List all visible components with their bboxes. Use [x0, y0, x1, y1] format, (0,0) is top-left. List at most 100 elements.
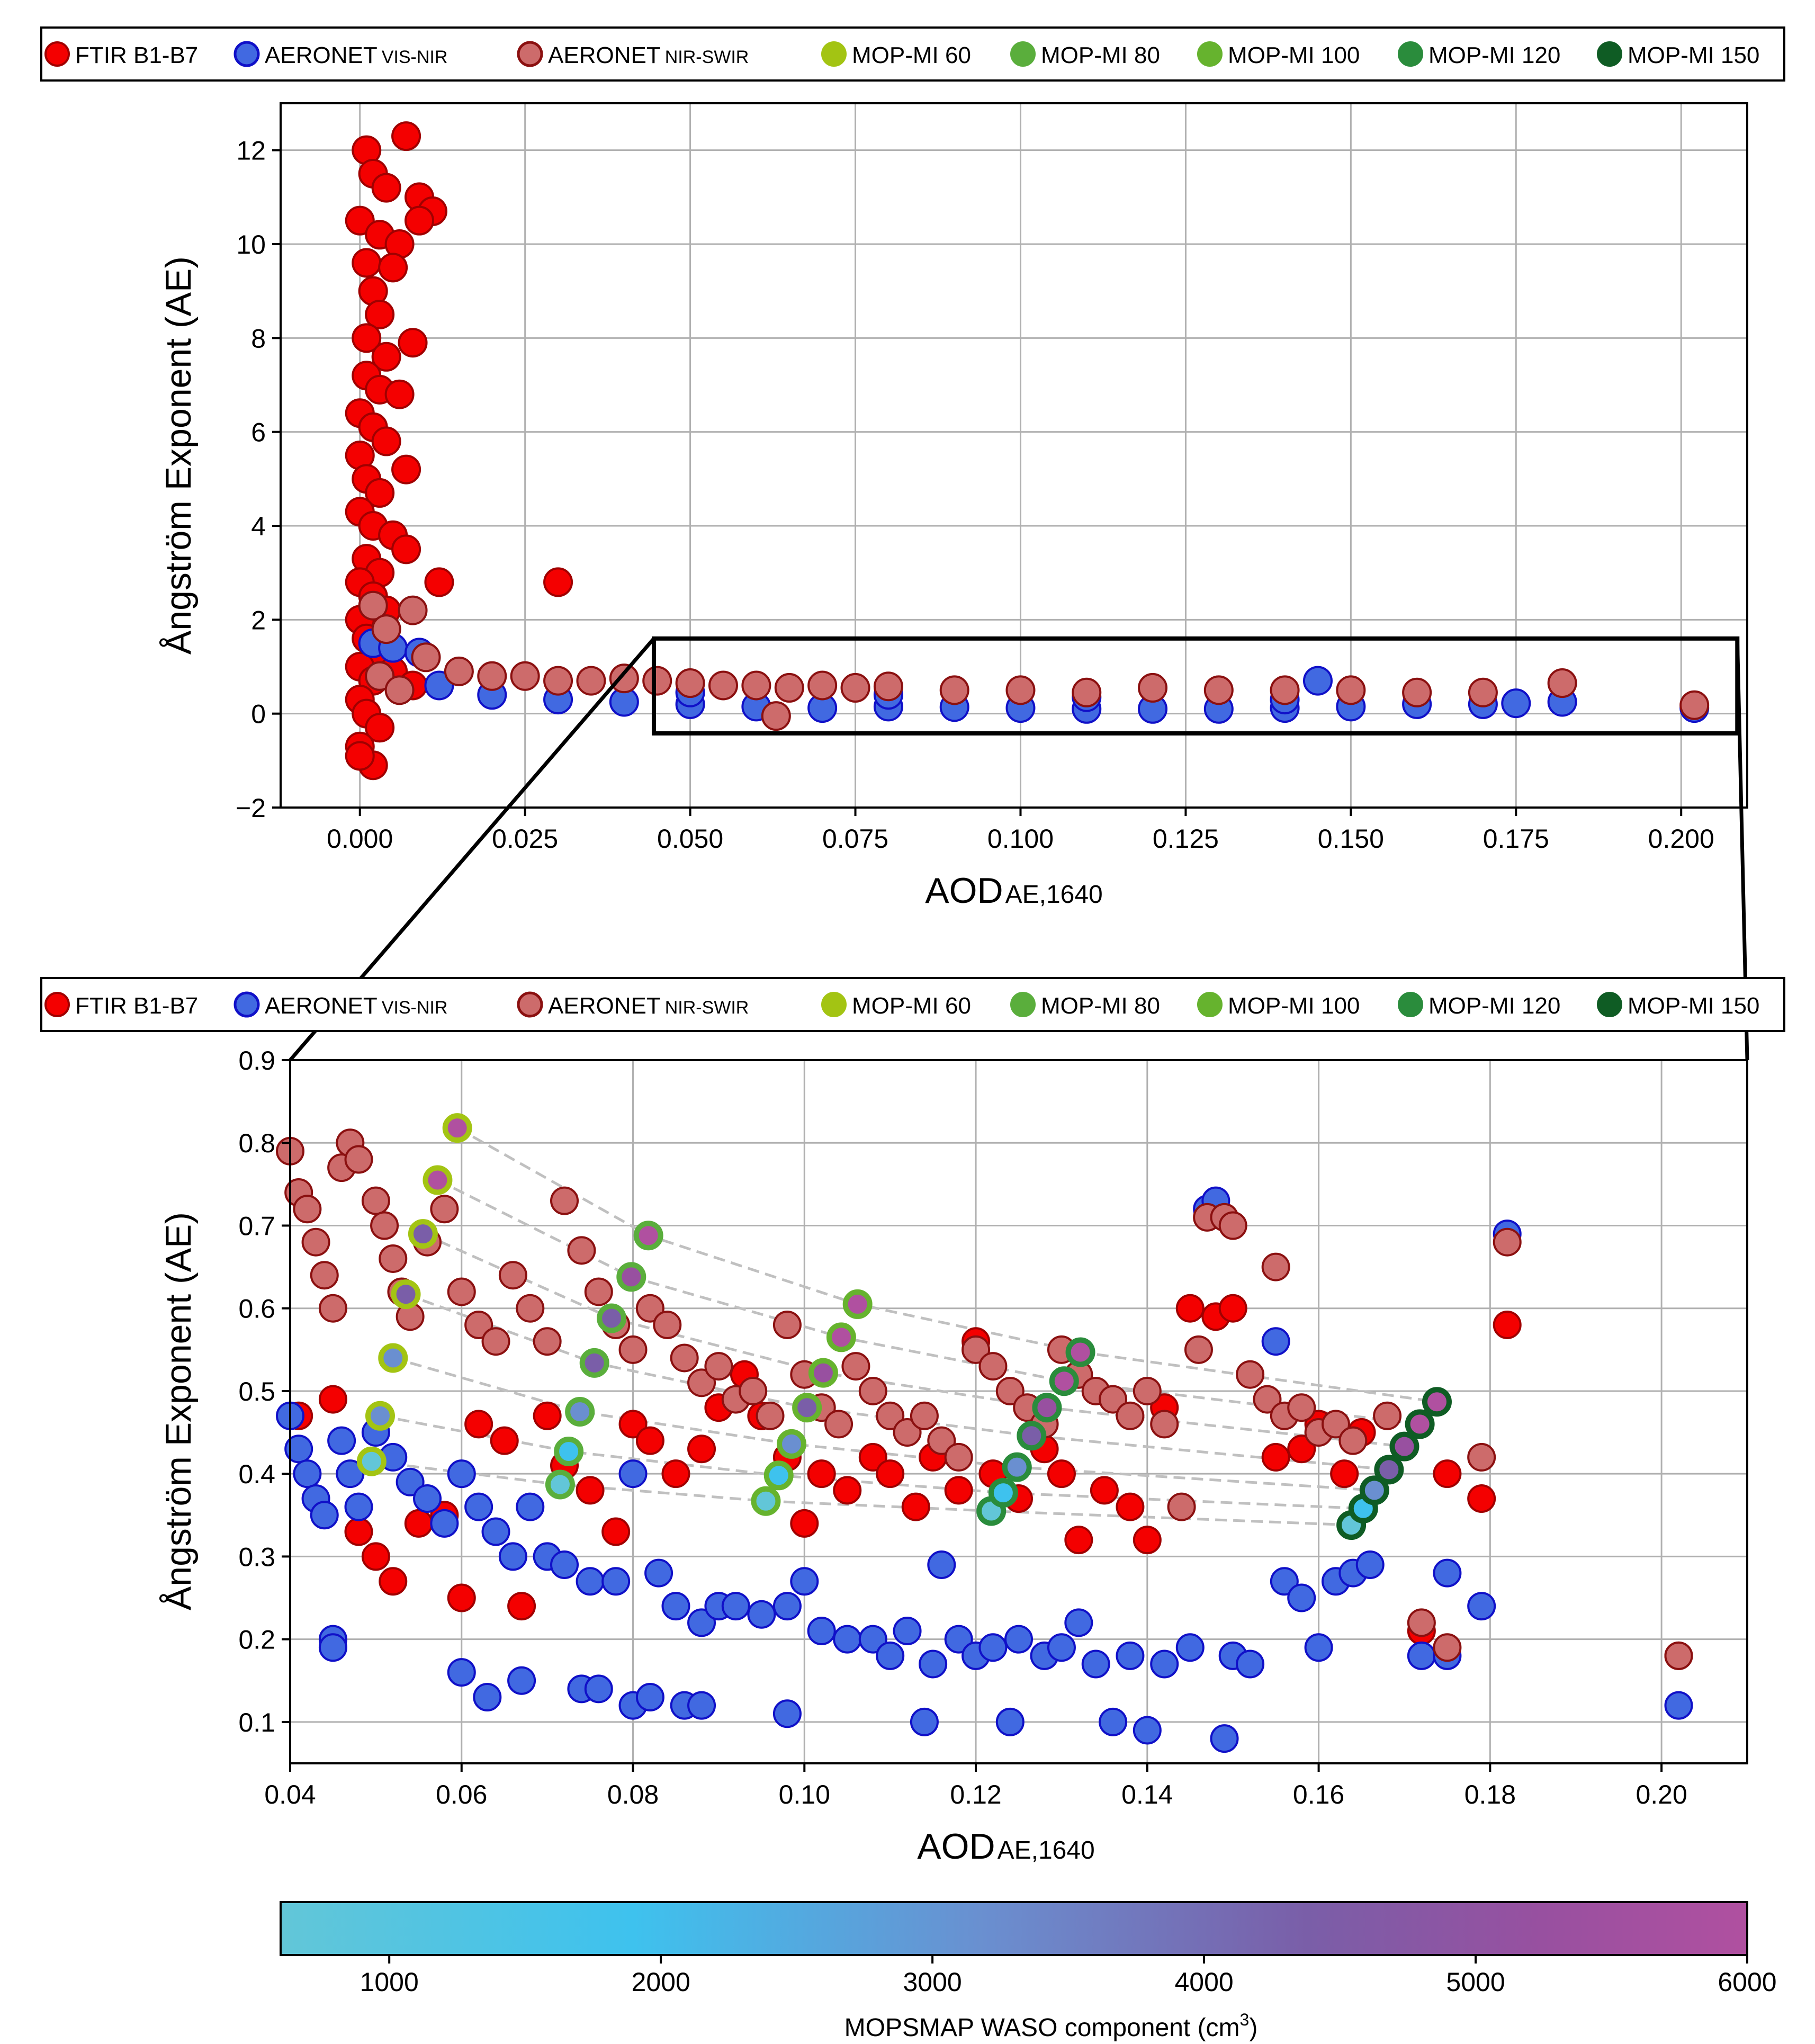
x-tick-label: 0.12 — [950, 1780, 1001, 1809]
point-aeronet-vis-nir — [1355, 1550, 1385, 1580]
point-aeronet-vis-nir — [687, 1608, 716, 1637]
point-aeronet-vis-nir — [1081, 1649, 1110, 1679]
point-ftir-b1-b7 — [379, 1567, 408, 1596]
point-ftir-b1-b7 — [398, 328, 428, 358]
point-aeronet-nir-swir — [1005, 675, 1036, 705]
colorbar-tick-label: 5000 — [1446, 1967, 1505, 1997]
legend-entry-mop-mi-100-bottom: MOP-MI 100 — [1197, 992, 1360, 1019]
point-ftir-b1-b7 — [858, 1442, 887, 1472]
point-aeronet-nir-swir — [444, 656, 474, 686]
point-aeronet-nir-swir — [704, 1352, 733, 1381]
point-ftir-b1-b7 — [1116, 1492, 1145, 1521]
point-ftir-b1-b7 — [876, 1459, 905, 1489]
point-ftir-b1-b7 — [901, 1492, 930, 1521]
point-ftir-b1-b7 — [1493, 1310, 1522, 1339]
point-mop-mi-100 — [777, 1429, 807, 1459]
point-aeronet-nir-swir — [576, 666, 606, 696]
point-aeronet-vis-nir — [447, 1459, 476, 1489]
point-aeronet-vis-nir — [858, 1625, 887, 1654]
bottom-plot-ylabel: Ångström Exponent (AE) — [158, 1212, 199, 1610]
point-mop-mi-100 — [792, 1393, 822, 1423]
point-ftir-b1-b7 — [1175, 1294, 1205, 1323]
point-aeronet-nir-swir — [675, 668, 705, 698]
point-ftir-b1-b7 — [635, 1426, 664, 1455]
point-aeronet-nir-swir — [840, 673, 870, 703]
point-aeronet-nir-swir — [1138, 673, 1168, 703]
point-aeronet-nir-swir — [533, 1327, 562, 1356]
point-aeronet-vis-nir — [1270, 1567, 1299, 1596]
x-tick-label: 0.025 — [492, 824, 558, 854]
legend-entry-mop-mi-150: MOP-MI 150 — [1597, 41, 1759, 68]
point-aeronet-vis-nir — [413, 1484, 442, 1513]
legend-marker-ftir-bottom — [44, 992, 70, 1017]
point-aeronet-nir-swir — [481, 1327, 510, 1356]
point-mop-mi-60 — [365, 1401, 395, 1431]
legend-entry-mop-mi-120-bottom: MOP-MI 120 — [1398, 992, 1560, 1019]
point-aeronet-vis-nir — [584, 1674, 613, 1704]
point-mop-mi-120 — [1017, 1421, 1047, 1451]
legend-label-mop-mi-60: MOP-MI 60 — [852, 42, 971, 68]
point-mop-mi-60 — [378, 1343, 408, 1373]
point-mop-mi-100 — [842, 1289, 873, 1319]
x-tick-label: 0.08 — [607, 1780, 659, 1809]
point-ftir-b1-b7 — [944, 1476, 973, 1505]
x-tick-label: 0.04 — [264, 1780, 316, 1809]
point-aeronet-nir-swir — [1493, 1227, 1522, 1257]
point-aeronet-nir-swir — [1664, 1641, 1693, 1670]
colorbar-ticks: 1000 2000 3000 4000 5000 6000 — [360, 1955, 1777, 1997]
y-tick-label: 2 — [251, 605, 266, 635]
point-aeronet-vis-nir — [1064, 1608, 1093, 1637]
x-tick-label: 0.150 — [1318, 824, 1384, 854]
point-ftir-b1-b7 — [687, 1435, 716, 1464]
colorbar-tick-label: 6000 — [1718, 1967, 1776, 1997]
point-aeronet-nir-swir — [543, 666, 573, 696]
point-aeronet-vis-nir — [876, 1641, 905, 1670]
point-ftir-b1-b7 — [543, 567, 573, 597]
point-ftir-b1-b7 — [1330, 1459, 1359, 1489]
point-aeronet-nir-swir — [430, 1195, 459, 1224]
legend-bottom: FTIR B1-B7 AERONET VIS-NIR AERONET NIR-SWI… — [40, 977, 1785, 1032]
x-tick-label: 0.000 — [327, 824, 393, 854]
y-tick-label: 10 — [236, 230, 266, 259]
y-tick-label: 0.5 — [238, 1377, 275, 1406]
point-aeronet-nir-swir — [978, 1352, 1008, 1381]
point-ftir-b1-b7 — [1261, 1442, 1290, 1472]
point-aeronet-nir-swir — [1373, 1401, 1402, 1430]
legend-marker-aeronet-nir-swir — [517, 41, 543, 67]
point-mop-mi-120 — [1065, 1337, 1095, 1367]
point-aeronet-vis-nir — [473, 1683, 502, 1712]
point-aeronet-vis-nir — [1236, 1649, 1265, 1679]
colorbar-tick-label: 1000 — [360, 1967, 419, 1997]
point-aeronet-nir-swir — [516, 1294, 545, 1323]
y-tick-label: 0 — [251, 700, 266, 729]
x-tick-label: 0.14 — [1121, 1780, 1173, 1809]
point-aeronet-vis-nir — [1302, 666, 1333, 696]
point-aeronet-nir-swir — [550, 1186, 579, 1215]
point-ftir-b1-b7 — [1218, 1294, 1247, 1323]
point-ftir-b1-b7 — [345, 741, 375, 771]
point-aeronet-nir-swir — [1150, 1410, 1179, 1439]
bottom-plot-points — [276, 1113, 1693, 1753]
legend-entry-aeronet-vis-nir: AERONET VIS-NIR — [233, 41, 447, 68]
point-ftir-b1-b7 — [790, 1509, 819, 1538]
point-aeronet-nir-swir — [807, 670, 838, 701]
bottom-plot-xlabel: AODAE,1640 — [917, 1826, 1095, 1867]
point-mop-mi-150 — [1359, 1475, 1389, 1505]
colorbar-tick-label: 4000 — [1174, 1967, 1233, 1997]
point-aeronet-nir-swir — [873, 671, 903, 702]
point-aeronet-vis-nir — [807, 1617, 836, 1646]
point-ftir-b1-b7 — [833, 1476, 862, 1505]
point-aeronet-nir-swir — [772, 1310, 802, 1339]
top-plot-points — [345, 121, 1710, 781]
point-aeronet-nir-swir — [609, 664, 639, 694]
legend-marker-mop-mi-150-bottom — [1597, 992, 1622, 1017]
point-aeronet-nir-swir — [1236, 1360, 1265, 1389]
point-aeronet-vis-nir — [944, 1625, 973, 1654]
point-ftir-b1-b7 — [391, 454, 421, 485]
x-tick-label: 0.200 — [1648, 824, 1714, 854]
point-aeronet-nir-swir — [1261, 1252, 1290, 1281]
point-aeronet-nir-swir — [1270, 675, 1300, 705]
y-tick-label: 0.1 — [238, 1708, 275, 1737]
point-aeronet-nir-swir — [687, 1368, 716, 1397]
